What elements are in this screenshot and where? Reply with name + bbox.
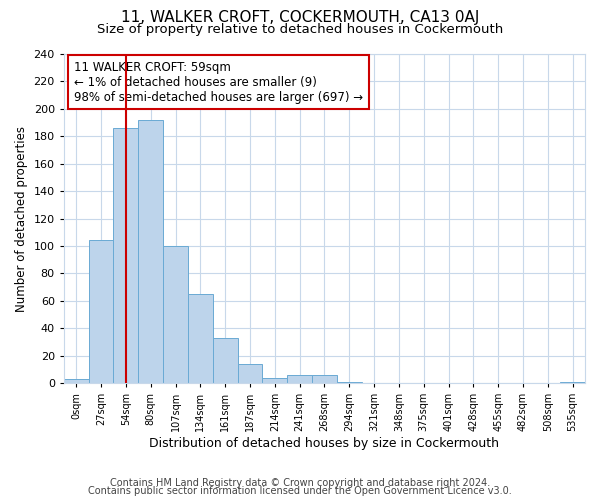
Text: Contains HM Land Registry data © Crown copyright and database right 2024.: Contains HM Land Registry data © Crown c… [110, 478, 490, 488]
Bar [188, 294, 213, 383]
Bar [287, 375, 312, 383]
Text: Size of property relative to detached houses in Cockermouth: Size of property relative to detached ho… [97, 22, 503, 36]
Bar [89, 240, 113, 383]
Bar [213, 338, 238, 383]
Text: 11, WALKER CROFT, COCKERMOUTH, CA13 0AJ: 11, WALKER CROFT, COCKERMOUTH, CA13 0AJ [121, 10, 479, 25]
Bar [337, 382, 362, 383]
Bar [238, 364, 262, 383]
X-axis label: Distribution of detached houses by size in Cockermouth: Distribution of detached houses by size … [149, 437, 499, 450]
Bar [262, 378, 287, 383]
Y-axis label: Number of detached properties: Number of detached properties [15, 126, 28, 312]
Bar [113, 128, 138, 383]
Bar [138, 120, 163, 383]
Bar [560, 382, 585, 383]
Bar [163, 246, 188, 383]
Bar [312, 375, 337, 383]
Bar [64, 379, 89, 383]
Text: Contains public sector information licensed under the Open Government Licence v3: Contains public sector information licen… [88, 486, 512, 496]
Text: 11 WALKER CROFT: 59sqm
← 1% of detached houses are smaller (9)
98% of semi-detac: 11 WALKER CROFT: 59sqm ← 1% of detached … [74, 60, 364, 104]
